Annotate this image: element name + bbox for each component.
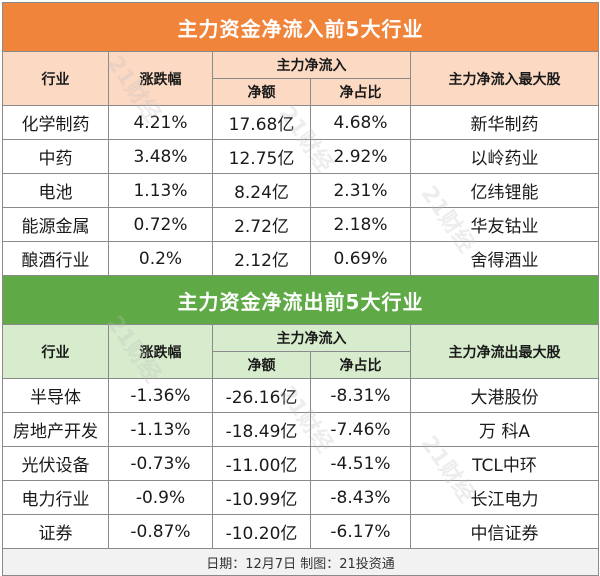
net-amount-cell: 8.24亿 bbox=[212, 173, 311, 208]
outflow-header-net-amount: 净额 bbox=[212, 351, 311, 379]
outflow-header-main-flow: 主力净流入 bbox=[212, 324, 411, 352]
net-amount-cell: -18.49亿 bbox=[212, 412, 311, 447]
table-row: 化学制药 4.21% 17.68亿 4.68% 新华制药 bbox=[2, 105, 600, 140]
top-stock-cell: 中信证券 bbox=[409, 514, 600, 549]
outflow-header-net-ratio: 净占比 bbox=[310, 351, 411, 379]
industry-cell: 半导体 bbox=[2, 378, 109, 413]
outflow-header-change: 涨跌幅 bbox=[108, 324, 213, 379]
net-ratio-cell: 2.31% bbox=[310, 173, 411, 208]
change-cell: -0.87% bbox=[108, 514, 213, 549]
net-ratio-cell: -6.17% bbox=[310, 514, 411, 549]
inflow-header-main-flow: 主力净流入 bbox=[212, 51, 411, 79]
net-amount-cell: -10.20亿 bbox=[212, 514, 311, 549]
top-stock-cell: 万 科A bbox=[409, 412, 600, 447]
industry-cell: 电池 bbox=[2, 173, 109, 208]
change-cell: 0.2% bbox=[108, 241, 213, 276]
industry-cell: 房地产开发 bbox=[2, 412, 109, 447]
table-row: 能源金属 0.72% 2.72亿 2.18% 华友钴业 bbox=[2, 207, 600, 242]
top-stock-cell: 舍得酒业 bbox=[409, 241, 600, 276]
change-cell: 4.21% bbox=[108, 105, 213, 140]
table-row: 房地产开发 -1.13% -18.49亿 -7.46% 万 科A bbox=[2, 412, 600, 447]
industry-cell: 酿酒行业 bbox=[2, 241, 109, 276]
inflow-header-industry: 行业 bbox=[2, 51, 109, 106]
table-row: 半导体 -1.36% -26.16亿 -8.31% 大港股份 bbox=[2, 378, 600, 413]
top-stock-cell: 长江电力 bbox=[409, 480, 600, 515]
net-ratio-cell: -7.46% bbox=[310, 412, 411, 447]
net-ratio-cell: 4.68% bbox=[310, 105, 411, 140]
change-cell: 0.72% bbox=[108, 207, 213, 242]
top-stock-cell: 以岭药业 bbox=[409, 139, 600, 174]
outflow-section: 主力资金净流出前5大行业 行业 涨跌幅 主力净流入 主力净流出最大股 净额 净占… bbox=[1, 275, 600, 576]
table-row: 电力行业 -0.9% -10.99亿 -8.43% 长江电力 bbox=[2, 480, 600, 515]
outflow-header-industry: 行业 bbox=[2, 324, 109, 379]
outflow-header-top-stock: 主力净流出最大股 bbox=[409, 324, 600, 379]
inflow-title: 主力资金净流入前5大行业 bbox=[1, 2, 600, 52]
top-stock-cell: 亿纬锂能 bbox=[409, 173, 600, 208]
change-cell: -0.9% bbox=[108, 480, 213, 515]
top-stock-cell: 大港股份 bbox=[409, 378, 600, 413]
change-cell: 1.13% bbox=[108, 173, 213, 208]
net-amount-cell: -26.16亿 bbox=[212, 378, 311, 413]
net-amount-cell: 2.12亿 bbox=[212, 241, 311, 276]
net-amount-cell: 12.75亿 bbox=[212, 139, 311, 174]
table-row: 中药 3.48% 12.75亿 2.92% 以岭药业 bbox=[2, 139, 600, 174]
top-stock-cell: 新华制药 bbox=[409, 105, 600, 140]
net-ratio-cell: 2.18% bbox=[310, 207, 411, 242]
net-ratio-cell: 2.92% bbox=[310, 139, 411, 174]
change-cell: -0.73% bbox=[108, 446, 213, 481]
net-ratio-cell: -4.51% bbox=[310, 446, 411, 481]
industry-cell: 能源金属 bbox=[2, 207, 109, 242]
top-stock-cell: 华友钴业 bbox=[409, 207, 600, 242]
inflow-header-net-ratio: 净占比 bbox=[310, 78, 411, 106]
table-row: 电池 1.13% 8.24亿 2.31% 亿纬锂能 bbox=[2, 173, 600, 208]
change-cell: -1.36% bbox=[108, 378, 213, 413]
industry-cell: 电力行业 bbox=[2, 480, 109, 515]
top-stock-cell: TCL中环 bbox=[409, 446, 600, 481]
net-ratio-cell: -8.31% bbox=[310, 378, 411, 413]
footer-caption: 日期：12月7日 制图：21投资通 bbox=[1, 548, 600, 576]
inflow-header-change: 涨跌幅 bbox=[108, 51, 213, 106]
net-amount-cell: -11.00亿 bbox=[212, 446, 311, 481]
change-cell: -1.13% bbox=[108, 412, 213, 447]
inflow-header-net-amount: 净额 bbox=[212, 78, 311, 106]
industry-cell: 中药 bbox=[2, 139, 109, 174]
industry-cell: 化学制药 bbox=[2, 105, 109, 140]
industry-cell: 光伏设备 bbox=[2, 446, 109, 481]
industry-cell: 证券 bbox=[2, 514, 109, 549]
inflow-header-top-stock: 主力净流入最大股 bbox=[409, 51, 600, 106]
net-amount-cell: 2.72亿 bbox=[212, 207, 311, 242]
net-amount-cell: -10.99亿 bbox=[212, 480, 311, 515]
table-row: 光伏设备 -0.73% -11.00亿 -4.51% TCL中环 bbox=[2, 446, 600, 481]
net-ratio-cell: 0.69% bbox=[310, 241, 411, 276]
outflow-title: 主力资金净流出前5大行业 bbox=[1, 275, 600, 325]
table-row: 酿酒行业 0.2% 2.12亿 0.69% 舍得酒业 bbox=[2, 241, 600, 276]
net-amount-cell: 17.68亿 bbox=[212, 105, 311, 140]
net-ratio-cell: -8.43% bbox=[310, 480, 411, 515]
table-row: 证券 -0.87% -10.20亿 -6.17% 中信证券 bbox=[2, 514, 600, 549]
change-cell: 3.48% bbox=[108, 139, 213, 174]
inflow-section: 主力资金净流入前5大行业 行业 涨跌幅 主力净流入 主力净流入最大股 净额 净占… bbox=[1, 2, 600, 276]
